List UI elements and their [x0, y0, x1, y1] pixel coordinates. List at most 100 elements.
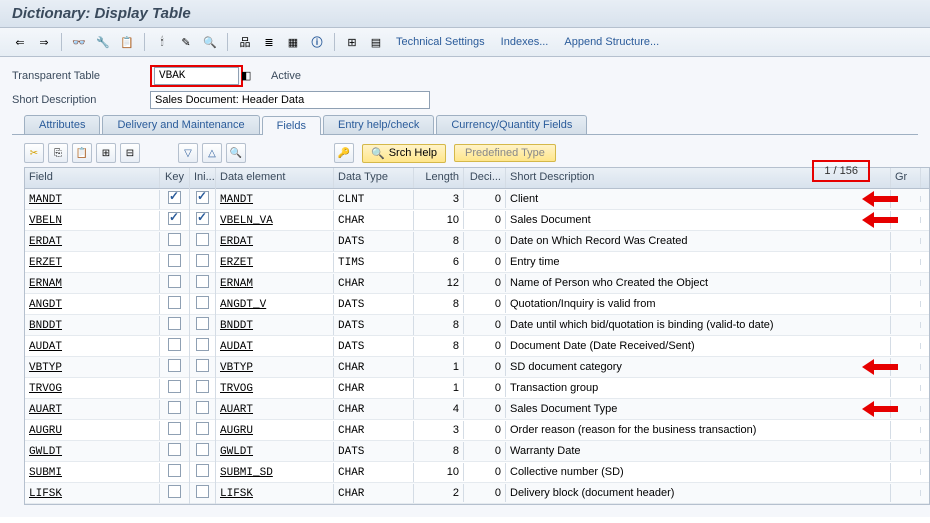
key-checkbox[interactable]	[168, 380, 181, 393]
column-header[interactable]: Key	[160, 168, 190, 188]
search-help-button[interactable]: 🔍Srch Help	[362, 144, 446, 163]
column-header[interactable]: Data Type	[334, 168, 414, 188]
initial-checkbox[interactable]	[196, 191, 209, 204]
key-checkbox[interactable]	[168, 422, 181, 435]
table-row[interactable]: ERZETERZETTIMS60Entry time	[25, 252, 929, 273]
key-checkbox[interactable]	[168, 191, 181, 204]
other-object-icon[interactable]: 🔧	[93, 32, 113, 52]
table-row[interactable]: AUDATAUDATDATS80Document Date (Date Rece…	[25, 336, 929, 357]
back-icon[interactable]: ⇐	[10, 32, 30, 52]
expand-icon[interactable]: ▽	[178, 143, 198, 163]
display-change-icon[interactable]: 👓	[69, 32, 89, 52]
key-checkbox[interactable]	[168, 359, 181, 372]
initial-checkbox[interactable]	[196, 380, 209, 393]
initial-checkbox[interactable]	[196, 401, 209, 414]
tab-currency-quantity-fields[interactable]: Currency/Quantity Fields	[436, 115, 587, 134]
settings-icon[interactable]: ▤	[366, 32, 386, 52]
datatype-cell: DATS	[334, 295, 414, 314]
key-checkbox[interactable]	[168, 338, 181, 351]
tab-delivery-and-maintenance[interactable]: Delivery and Maintenance	[102, 115, 259, 134]
info-icon[interactable]: ⓘ	[307, 32, 327, 52]
column-header[interactable]: Field	[25, 168, 160, 188]
tab-fields[interactable]: Fields	[262, 116, 321, 135]
append-structure-link[interactable]: Append Structure...	[558, 36, 665, 48]
ini-cell	[190, 482, 216, 504]
initial-checkbox[interactable]	[196, 422, 209, 435]
table-row[interactable]: ERNAMERNAMCHAR120Name of Person who Crea…	[25, 273, 929, 294]
initial-checkbox[interactable]	[196, 443, 209, 456]
initial-checkbox[interactable]	[196, 359, 209, 372]
table-row[interactable]: ERDATERDATDATS80Date on Which Record Was…	[25, 231, 929, 252]
contents-icon[interactable]: ▦	[283, 32, 303, 52]
copy-icon[interactable]: ⎘	[48, 143, 68, 163]
hierarchy-icon[interactable]: 品	[235, 32, 255, 52]
tree-icon[interactable]: ⊞	[342, 32, 362, 52]
column-header[interactable]: Ini...	[190, 168, 216, 188]
initial-checkbox[interactable]	[196, 296, 209, 309]
value-help-icon[interactable]: ◧	[241, 69, 253, 83]
column-header[interactable]: Gr	[891, 168, 921, 188]
key-cell	[160, 293, 190, 315]
initial-checkbox[interactable]	[196, 212, 209, 225]
key-checkbox[interactable]	[168, 485, 181, 498]
table-row[interactable]: ANGDTANGDT_VDATS80Quotation/Inquiry is v…	[25, 294, 929, 315]
column-header[interactable]: Length	[414, 168, 464, 188]
table-row[interactable]: VBELNVBELN_VACHAR100Sales Document	[25, 210, 929, 231]
table-row[interactable]: VBTYPVBTYPCHAR10SD document category	[25, 357, 929, 378]
table-name-input[interactable]	[154, 67, 239, 85]
graphic-icon[interactable]: ≣	[259, 32, 279, 52]
description-input[interactable]	[150, 91, 430, 109]
technical-settings-link[interactable]: Technical Settings	[390, 36, 491, 48]
forward-icon[interactable]: ⇒	[34, 32, 54, 52]
table-row[interactable]: SUBMISUBMI_SDCHAR100Collective number (S…	[25, 462, 929, 483]
deci-cell: 0	[464, 400, 506, 418]
key-checkbox[interactable]	[168, 233, 181, 246]
where-used-icon[interactable]: 🔍	[200, 32, 220, 52]
field-cell: VBELN	[25, 211, 160, 230]
key-checkbox[interactable]	[168, 296, 181, 309]
tab-entry-help-check[interactable]: Entry help/check	[323, 115, 434, 134]
activate-icon[interactable]: 🕯	[152, 32, 172, 52]
deci-cell: 0	[464, 253, 506, 271]
initial-checkbox[interactable]	[196, 485, 209, 498]
cut-icon[interactable]: ✂	[24, 143, 44, 163]
initial-checkbox[interactable]	[196, 233, 209, 246]
ini-cell	[190, 377, 216, 399]
table-row[interactable]: LIFSKLIFSKCHAR20Delivery block (document…	[25, 483, 929, 504]
key-checkbox[interactable]	[168, 401, 181, 414]
length-cell: 10	[414, 211, 464, 229]
check-icon[interactable]: 📋	[117, 32, 137, 52]
wand-icon[interactable]: ✎	[176, 32, 196, 52]
predefined-type-button[interactable]: Predefined Type	[454, 144, 556, 162]
collapse-icon[interactable]: △	[202, 143, 222, 163]
delete-row-icon[interactable]: ⊟	[120, 143, 140, 163]
key-checkbox[interactable]	[168, 254, 181, 267]
indexes-link[interactable]: Indexes...	[495, 36, 555, 48]
key-checkbox[interactable]	[168, 464, 181, 477]
desc-cell: Order reason (reason for the business tr…	[506, 421, 891, 439]
insert-row-icon[interactable]: ⊞	[96, 143, 116, 163]
field-cell: SUBMI	[25, 463, 160, 482]
key-checkbox[interactable]	[168, 212, 181, 225]
paste-icon[interactable]: 📋	[72, 143, 92, 163]
key-checkbox[interactable]	[168, 317, 181, 330]
table-row[interactable]: GWLDTGWLDTDATS80Warranty Date	[25, 441, 929, 462]
table-row[interactable]: BNDDTBNDDTDATS80Date until which bid/quo…	[25, 315, 929, 336]
key-checkbox[interactable]	[168, 275, 181, 288]
initial-checkbox[interactable]	[196, 317, 209, 330]
column-header[interactable]: Data element	[216, 168, 334, 188]
table-row[interactable]: AUGRUAUGRUCHAR30Order reason (reason for…	[25, 420, 929, 441]
initial-checkbox[interactable]	[196, 464, 209, 477]
length-cell: 1	[414, 358, 464, 376]
tab-attributes[interactable]: Attributes	[24, 115, 100, 134]
table-row[interactable]: AUARTAUARTCHAR40Sales Document Type	[25, 399, 929, 420]
initial-checkbox[interactable]	[196, 338, 209, 351]
initial-checkbox[interactable]	[196, 275, 209, 288]
key-icon[interactable]: 🔑	[334, 143, 354, 163]
find-icon[interactable]: 🔍	[226, 143, 246, 163]
table-row[interactable]: TRVOGTRVOGCHAR10Transaction group	[25, 378, 929, 399]
initial-checkbox[interactable]	[196, 254, 209, 267]
key-checkbox[interactable]	[168, 443, 181, 456]
table-row[interactable]: MANDTMANDTCLNT30Client	[25, 189, 929, 210]
column-header[interactable]: Deci...	[464, 168, 506, 188]
